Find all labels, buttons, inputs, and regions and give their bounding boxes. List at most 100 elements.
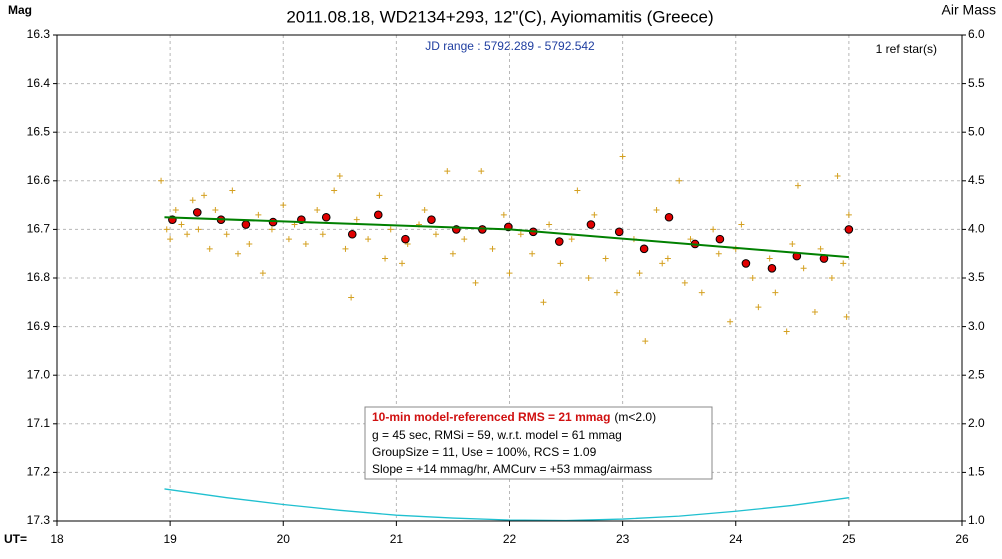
measurement-cross <box>376 192 383 199</box>
measurement-cross <box>235 250 241 257</box>
y-tick-label: 16.4 <box>27 76 51 90</box>
measurement-cross <box>591 211 598 218</box>
measurement-cross <box>585 275 592 281</box>
group-average-dot <box>715 234 725 244</box>
group-average-dot <box>321 212 331 222</box>
measurement-cross <box>540 299 547 306</box>
measurement-cross <box>794 182 801 189</box>
info-line: g = 45 sec, RMSi = 59, w.r.t. model = 61… <box>372 428 622 442</box>
x-tick-label: 24 <box>729 532 743 546</box>
measurement-cross <box>664 255 671 262</box>
group-average-dot <box>767 263 777 273</box>
measurement-cross <box>698 289 705 296</box>
measurement-cross <box>285 236 292 243</box>
measurement-cross <box>184 231 191 238</box>
measurement-cross <box>811 309 818 316</box>
measurement-cross <box>817 245 824 252</box>
measurement-cross <box>546 221 553 228</box>
measurement-cross <box>710 226 717 233</box>
measurement-cross <box>659 260 666 267</box>
group-average-dot <box>347 229 357 239</box>
measurement-cross <box>653 206 660 213</box>
y-axis-label: Mag <box>8 3 32 17</box>
measurement-cross <box>845 211 852 218</box>
measurement-cross <box>212 206 219 213</box>
group-average-dot <box>741 259 751 268</box>
y2-tick-label: 1.0 <box>968 513 985 527</box>
x-tick-label: 18 <box>50 532 64 546</box>
y2-tick-label: 6.0 <box>968 27 985 41</box>
y2-tick-label: 4.0 <box>968 222 985 236</box>
measurement-cross <box>382 255 389 262</box>
group-average-dot <box>373 210 383 220</box>
measurement-cross <box>489 245 496 252</box>
measurement-cross <box>557 260 564 267</box>
measurement-cross <box>268 226 275 233</box>
measurement-cross <box>259 270 266 277</box>
measurement-cross <box>353 216 360 223</box>
y2-tick-label: 1.5 <box>968 465 985 479</box>
measurement-cross <box>432 231 439 238</box>
y-tick-label: 16.3 <box>27 27 51 41</box>
measurement-cross <box>255 211 262 218</box>
measurement-cross <box>529 250 536 257</box>
x-tick-label: 26 <box>955 532 969 546</box>
info-headline-row: 10-min model-referenced RMS = 21 mmag (m<… <box>372 410 656 424</box>
x-tick-label: 25 <box>842 532 856 546</box>
measurement-cross <box>387 226 394 233</box>
y2-tick-label: 5.0 <box>968 124 985 138</box>
measurement-cross <box>331 187 338 194</box>
group-average-dot <box>192 208 202 217</box>
measurement-cross <box>178 221 185 228</box>
chart-title: 2011.08.18, WD2134+293, 12"(C), Ayiomami… <box>286 7 713 26</box>
subtitle: JD range : 5792.289 - 5792.542 <box>425 39 595 53</box>
plot-area: 18 19 20 21 22 23 24 25 26 16.3 16.4 16.5 16.6 16.7 16… <box>27 27 985 546</box>
measurement-cross <box>783 328 790 335</box>
group-average-dot <box>554 237 564 246</box>
measurement-cross <box>506 270 513 277</box>
measurement-cross <box>472 279 479 286</box>
measurement-cross <box>800 265 807 272</box>
measurement-cross <box>602 255 609 262</box>
info-headline: 10-min model-referenced RMS = 21 mmag <box>372 410 610 424</box>
group-average-dot <box>844 225 854 234</box>
measurement-cross <box>681 279 688 286</box>
measurement-cross <box>843 313 850 320</box>
measurement-cross <box>478 168 485 175</box>
measurement-cross <box>163 226 170 233</box>
y2-tick-label: 5.5 <box>968 76 985 90</box>
group-average-dot <box>586 220 596 229</box>
measurement-cross <box>619 153 626 160</box>
measurement-cross <box>229 187 236 194</box>
measurement-cross <box>613 289 620 296</box>
measurement-cross <box>444 168 451 175</box>
measurement-cross <box>715 250 722 257</box>
group-average-dot <box>614 227 624 237</box>
measurement-cross <box>834 172 841 179</box>
x-tick-label: 19 <box>163 532 177 546</box>
measurement-cross <box>738 221 745 228</box>
y2-tick-label: 3.0 <box>968 319 985 333</box>
measurement-cross <box>687 236 694 243</box>
measurement-cross <box>280 202 287 209</box>
measurement-cross <box>201 192 208 199</box>
measurement-cross <box>449 250 456 257</box>
measurement-cross <box>574 187 581 194</box>
y-tick-label: 17.3 <box>27 513 51 527</box>
measurement-cross <box>336 172 343 179</box>
measurement-cross <box>189 197 196 204</box>
measurement-cross <box>636 270 643 277</box>
measurement-cross <box>749 275 756 281</box>
info-box <box>364 406 713 480</box>
x-tick-label: 21 <box>390 532 404 546</box>
info-headline-note: (m<2.0) <box>614 410 656 424</box>
measurement-cross <box>789 240 796 247</box>
plot-border <box>56 34 963 522</box>
trend-line <box>164 216 849 259</box>
y-tick-label: 16.5 <box>27 124 51 138</box>
measurement-cross <box>642 338 649 345</box>
y-tick-label: 17.2 <box>27 465 51 479</box>
measurement-cross <box>399 260 406 267</box>
x-tick-label: 23 <box>616 532 630 546</box>
info-line: GroupSize = 11, Use = 100%, RCS = 1.09 <box>372 445 597 459</box>
